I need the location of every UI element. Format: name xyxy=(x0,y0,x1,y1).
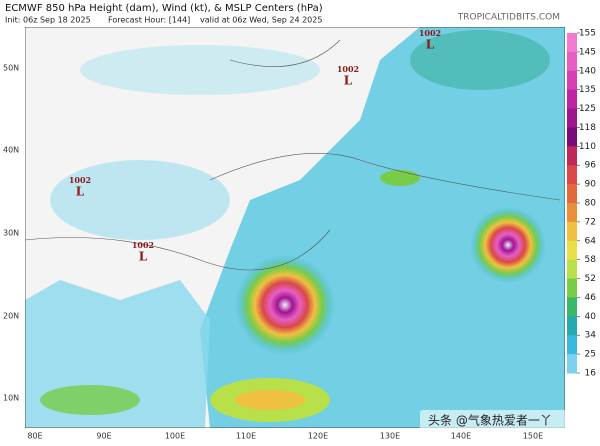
title: ECMWF 850 hPa Height (dam), Wind (kt), &… xyxy=(5,3,323,14)
colorbar-label: 118 xyxy=(579,123,596,133)
colorbar-label: 34 xyxy=(585,331,597,341)
colorbar-segment xyxy=(567,165,577,185)
lon-label: 120E xyxy=(308,432,328,441)
lon-label: 130E xyxy=(380,432,400,441)
lon-label: 80E xyxy=(27,432,42,441)
colorbar-label: 125 xyxy=(579,104,596,114)
colorbar-segment xyxy=(567,240,577,261)
lon-label: 140E xyxy=(451,432,471,441)
colorbar-label: 155 xyxy=(579,29,596,39)
center-pressure: 1002 xyxy=(69,175,91,185)
colorbar-segment xyxy=(567,146,577,166)
watermark-bg xyxy=(420,410,598,432)
colorbar-segment xyxy=(567,278,577,298)
init-time: Init: 06z Sep 18 2025 xyxy=(5,16,91,25)
lon-label: 150E xyxy=(523,432,543,441)
colorbar-segment xyxy=(567,51,577,72)
colorbar-segment xyxy=(567,127,577,147)
lat-label: 30N xyxy=(3,229,19,238)
lat-label: 50N xyxy=(3,64,19,73)
colorbar-label: 72 xyxy=(585,217,596,227)
colorbar-segment xyxy=(567,297,577,317)
colorbar-segment xyxy=(567,70,577,91)
colorbar-segment xyxy=(567,203,577,223)
colorbar-segment xyxy=(567,259,577,280)
map-area xyxy=(25,27,565,428)
colorbar-label: 96 xyxy=(585,161,597,171)
center-symbol: L xyxy=(426,38,435,52)
colorbar-label: 140 xyxy=(579,66,596,76)
lat-label: 40N xyxy=(3,146,19,155)
center-symbol: L xyxy=(76,185,85,199)
watermark: 头条 @气象热爱者一丫 xyxy=(428,413,552,428)
lon-label: 110E xyxy=(236,432,256,441)
colorbar-label: 135 xyxy=(579,85,596,95)
forecast-hour: Forecast Hour: [144] xyxy=(108,16,190,25)
colorbar-label: 40 xyxy=(585,312,597,322)
center-symbol: L xyxy=(139,250,148,264)
colorbar-label: 90 xyxy=(585,180,597,190)
colorbar-segment xyxy=(567,33,577,53)
colorbar-label: 80 xyxy=(585,199,597,209)
center-pressure: 1002 xyxy=(132,240,154,250)
colorbar-label: 52 xyxy=(585,274,596,284)
colorbar-segment xyxy=(567,108,577,128)
colorbar-label: 64 xyxy=(585,236,597,246)
colorbar-segment xyxy=(567,221,577,242)
site-credit: TROPICALTIDBITS.COM xyxy=(457,13,560,23)
lat-label: 20N xyxy=(3,312,19,321)
colorbar-segment xyxy=(567,184,577,204)
colorbar-label: 46 xyxy=(585,293,597,303)
lat-label: 10N xyxy=(3,394,19,403)
colorbar-label: 16 xyxy=(585,369,597,379)
colorbar-segment xyxy=(567,89,577,110)
center-pressure: 1002 xyxy=(337,64,359,74)
colorbar-label: 145 xyxy=(579,47,596,57)
valid-time: valid at 06z Wed, Sep 24 2025 xyxy=(200,16,322,25)
colorbar-label: 25 xyxy=(585,350,596,360)
colorbar-segment xyxy=(567,335,577,355)
lon-label: 100E xyxy=(165,432,185,441)
colorbar-segment xyxy=(567,354,577,374)
colorbar-label: 110 xyxy=(579,142,596,152)
center-pressure: 1002 xyxy=(419,28,441,38)
colorbar-segment xyxy=(567,316,577,336)
center-symbol: L xyxy=(344,74,353,88)
lon-label: 90E xyxy=(96,432,111,441)
colorbar-label: 58 xyxy=(585,255,597,265)
